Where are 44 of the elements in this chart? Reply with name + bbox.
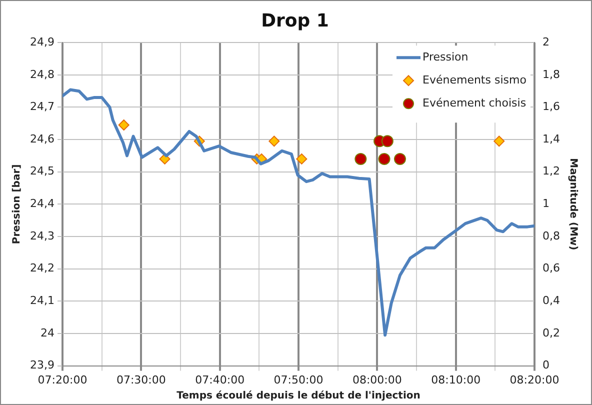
- y2-axis-title: Magnitude (Mw): [567, 158, 578, 250]
- x-tick-label: 07:40:00: [195, 373, 245, 386]
- y2-tick-label: 1: [542, 197, 550, 210]
- y2-tick-label: 2: [542, 35, 550, 48]
- y2-tick-label: 0,8: [542, 229, 560, 242]
- point: [378, 152, 390, 165]
- y-tick-label: 24,6: [30, 132, 54, 146]
- x-tick-label: 07:30:00: [116, 373, 166, 386]
- y-tick-label: 23,9: [30, 358, 54, 372]
- legend-label: Evénements sismo: [422, 73, 527, 86]
- y2-tick-label: 1,6: [542, 100, 560, 114]
- x-axis-title: Temps écoulé depuis le début de l'injection: [176, 390, 420, 402]
- point: [268, 136, 280, 147]
- y2-tick-label: 0,2: [542, 326, 560, 340]
- y-tick-label: 24,1: [30, 294, 54, 308]
- legend-label: Evénement choisis: [422, 96, 526, 110]
- y2-tick-label: 1,8: [542, 68, 560, 81]
- x-tick-label: 07:20:00: [38, 373, 88, 386]
- y-tick-label: 24,9: [30, 35, 54, 48]
- y2-tick-label: 0,6: [542, 262, 560, 275]
- point: [296, 153, 308, 164]
- y-axis-title: Pression [bar]: [12, 164, 23, 244]
- y-tick-label: 24,2: [30, 262, 54, 275]
- point: [394, 152, 406, 165]
- y2-tick-label: 1,2: [542, 164, 560, 178]
- y2-tick-label: 0,4: [542, 294, 560, 308]
- x-tick-label: 07:50:00: [274, 373, 324, 386]
- point: [494, 136, 505, 147]
- y-tick-label: 24,7: [30, 100, 54, 114]
- x-tick-label: 08:10:00: [431, 373, 481, 386]
- legend-label: Pression: [422, 50, 468, 64]
- point: [381, 135, 394, 148]
- y-tick-label: 24,8: [30, 68, 54, 81]
- y-tick-label: 24,4: [30, 197, 54, 210]
- point: [354, 152, 367, 165]
- y2-tick-label: 1,4: [542, 132, 560, 146]
- y-tick-label: 24,5: [30, 164, 54, 178]
- y-tick-label: 24: [40, 326, 54, 340]
- y-tick-label: 24,3: [30, 229, 54, 242]
- x-tick-label: 08:00:00: [352, 373, 402, 386]
- x-tick-label: 08:20:00: [510, 373, 560, 386]
- chart-title: Drop 1: [261, 10, 329, 32]
- y2-tick-label: 0: [542, 358, 550, 372]
- point: [118, 120, 130, 131]
